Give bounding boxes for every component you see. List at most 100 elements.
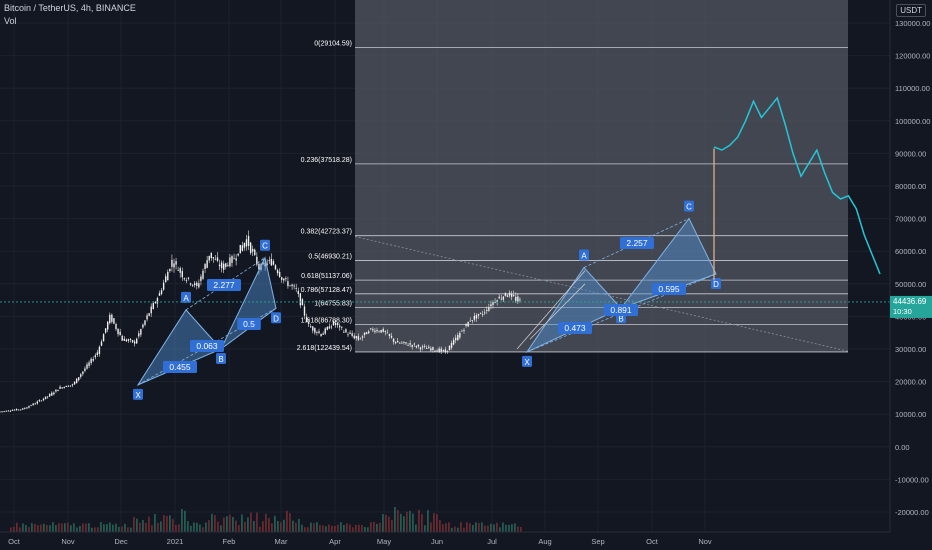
candle-body xyxy=(100,341,103,346)
candle-body xyxy=(287,281,289,287)
fib-level-label: 1(64755.83) xyxy=(314,301,352,308)
time-axis-label: May xyxy=(377,537,391,546)
candle-body xyxy=(231,256,233,263)
candle-body xyxy=(13,409,16,411)
volume-bar xyxy=(505,524,507,532)
candle-body xyxy=(254,249,256,256)
pattern-1-point-A-label: A xyxy=(183,294,189,303)
candle-body xyxy=(475,315,478,319)
volume-bar xyxy=(169,515,171,532)
price-axis-tick: 0.00 xyxy=(895,443,910,452)
current-price-badge[interactable] xyxy=(890,295,932,318)
price-axis-tick: 80000.00 xyxy=(895,182,926,191)
candle-body xyxy=(34,403,36,405)
candle-body xyxy=(78,377,80,381)
candle-body xyxy=(51,392,53,396)
trend-line xyxy=(354,236,849,352)
candle-body xyxy=(24,408,26,409)
candle-body xyxy=(40,400,43,402)
candle-body xyxy=(243,242,246,248)
volume-bar xyxy=(238,525,240,532)
volume-bar xyxy=(370,522,372,532)
candle-body xyxy=(413,343,415,345)
volume-bar xyxy=(412,513,414,532)
volume-bar xyxy=(112,524,114,532)
pattern-2-point-X-marker xyxy=(522,355,532,367)
candle-body xyxy=(84,368,86,371)
candle-body xyxy=(173,263,175,268)
candle-body xyxy=(59,386,61,389)
volume-bar xyxy=(502,522,504,532)
pattern-2-point-B-label: B xyxy=(618,314,623,323)
pattern-2-point-A-marker xyxy=(579,249,589,261)
candle-body xyxy=(65,385,67,388)
volume-bar xyxy=(319,525,321,532)
candle-body xyxy=(17,409,20,411)
volume-bar xyxy=(70,525,72,532)
candle-body xyxy=(1,411,3,413)
candle-body xyxy=(107,321,109,330)
volume-bar xyxy=(64,523,66,532)
volume-bar xyxy=(469,523,471,532)
candle-body xyxy=(73,381,76,385)
candle-body xyxy=(419,347,422,350)
volume-bar xyxy=(46,525,48,532)
price-axis-tick: 10000.00 xyxy=(895,410,926,419)
volume-bar xyxy=(148,516,150,532)
candle-body xyxy=(204,264,206,269)
candle-body xyxy=(517,296,519,302)
candle-body xyxy=(430,348,432,351)
candle-body xyxy=(111,314,113,322)
candle-body xyxy=(494,302,496,303)
volume-bar xyxy=(163,515,165,532)
countdown-timer: 10:30 xyxy=(893,307,912,316)
candle-body xyxy=(361,336,364,338)
pattern-2-point-D-marker xyxy=(711,278,721,290)
volume-indicator-label[interactable]: Vol xyxy=(4,16,17,26)
volume-bar xyxy=(61,523,63,532)
candle-body xyxy=(421,346,424,348)
fib-level-label: 0.236(37518.28) xyxy=(301,157,352,164)
volume-bar xyxy=(223,517,225,532)
candle-body xyxy=(67,385,70,387)
candle-body xyxy=(121,335,123,341)
volume-bar xyxy=(346,523,348,532)
volume-bar xyxy=(364,527,366,532)
candle-body xyxy=(216,257,219,261)
price-axis-tick: 90000.00 xyxy=(895,149,926,158)
pattern-2-ratio-label-bg xyxy=(620,237,654,249)
candle-body xyxy=(115,324,117,330)
candle-body xyxy=(336,323,339,326)
symbol-title: Bitcoin / TetherUS, 4h, BINANCE xyxy=(4,3,136,13)
candle-body xyxy=(281,277,283,280)
volume-bar xyxy=(373,522,375,532)
currency-button[interactable]: USDT xyxy=(896,4,926,17)
volume-bar xyxy=(496,522,498,532)
candle-body xyxy=(196,282,198,286)
candle-body xyxy=(208,255,210,261)
candle-body xyxy=(177,269,179,271)
candle-body xyxy=(359,338,362,340)
candle-body xyxy=(32,403,34,406)
candle-body xyxy=(322,333,324,335)
volume-bar xyxy=(193,522,195,532)
price-axis-tick: 120000.00 xyxy=(895,52,930,61)
candle-body xyxy=(434,350,436,352)
candle-body xyxy=(223,263,225,270)
candle-body xyxy=(372,329,374,331)
volume-bar xyxy=(187,521,189,532)
volume-bar xyxy=(352,527,354,532)
volume-bar xyxy=(196,522,198,532)
volume-bar xyxy=(124,523,126,532)
candle-body xyxy=(125,339,128,342)
candle-body xyxy=(171,259,173,267)
candle-body xyxy=(86,364,88,369)
volume-bar xyxy=(40,524,42,532)
volume-bar xyxy=(334,525,336,532)
candle-body xyxy=(467,321,469,327)
candle-body xyxy=(233,258,235,260)
candle-body xyxy=(256,256,258,265)
volume-bar xyxy=(154,514,156,532)
volume-bar xyxy=(232,517,234,532)
